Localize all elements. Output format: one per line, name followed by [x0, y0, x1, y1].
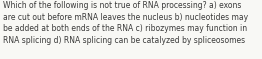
Text: Which of the following is not true of RNA processing? a) exons
are cut out befor: Which of the following is not true of RN… [3, 1, 248, 45]
